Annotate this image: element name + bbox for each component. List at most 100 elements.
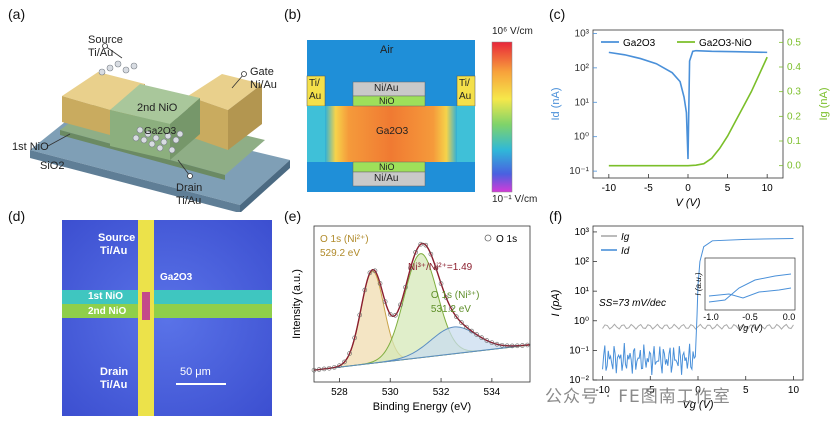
iv-chart: -10 -5 0 5 10 10⁻¹ 10⁰ 10¹ 10² 10³ 0.0 0.1 0.2 0.3 0.4… — [550, 28, 830, 209]
legend-ig: Ig — [621, 232, 630, 243]
legend-id: Id — [621, 246, 630, 257]
y-right-tick-label: 0.0 — [787, 161, 801, 172]
y-left-tick-label: 10⁰ — [574, 132, 589, 143]
y-right-tick-label: 0.4 — [787, 62, 801, 73]
y-tick-label: 10⁻² — [569, 375, 589, 386]
inset-x-tick-label: -1.0 — [703, 312, 719, 322]
field-map — [306, 40, 513, 193]
data-point — [474, 332, 479, 337]
transfer-chart: -10 -5 0 5 10 10⁻² 10⁻¹ 10⁰ 10¹ 10² 10³ Vg (V) I (pA… — [550, 225, 804, 411]
y-right-tick-label: 0.3 — [787, 87, 801, 98]
data-point — [509, 343, 515, 349]
ss-annotation: SS=73 mV/dec — [599, 298, 666, 309]
air-label: Air — [380, 44, 394, 56]
legend-o1s: O 1s — [496, 234, 517, 245]
source-metal-label-d: Ti/Au — [100, 245, 128, 257]
x-tick-label: 528 — [331, 387, 348, 398]
x-tick-label: -10 — [595, 385, 610, 396]
data-point — [514, 343, 520, 349]
ti-right-label: Ti/ — [459, 78, 470, 89]
au-left-label: Au — [309, 91, 322, 102]
panel-c: (c) -10 -5 0 5 10 10⁻¹ 10⁰ 10¹ 10² 10³ 0.0 0.1 0.2 0.… — [545, 0, 837, 212]
data-point — [398, 302, 403, 308]
sio2-label: SiO2 — [40, 160, 65, 172]
data-point — [443, 295, 449, 300]
data-point — [316, 367, 322, 372]
data-point — [408, 265, 413, 271]
gate-label: Gate — [250, 66, 274, 78]
y-left-tick-label: 10⁻¹ — [569, 166, 589, 177]
data-point — [372, 268, 378, 274]
data-point — [332, 365, 337, 370]
y-axis-label: Intensity (a.u.) — [291, 269, 303, 339]
series-ga2o3-line — [608, 49, 768, 160]
optical-micrograph — [62, 220, 272, 416]
x-tick-label: -5 — [646, 385, 655, 396]
inset-x-tick-label: 0.0 — [783, 312, 796, 322]
y-left-tick-label: 10² — [575, 63, 590, 74]
x-axis-label: Binding Energy (eV) — [373, 401, 471, 413]
inset-frame — [704, 257, 796, 311]
data-point — [499, 342, 505, 348]
y-right-axis-label: Ig (nA) — [818, 87, 830, 120]
data-point — [454, 314, 459, 319]
data-point — [504, 343, 510, 349]
data-point — [342, 359, 347, 365]
ga2o3-label: Ga2O3 — [144, 126, 177, 137]
source-label: Source — [88, 34, 123, 46]
ga2o3-label-d: Ga2O3 — [160, 272, 193, 283]
drain-metal-label-d: Ti/Au — [100, 379, 128, 391]
y-left-tick-label: 10³ — [575, 28, 590, 39]
nio-bottom-label: NiO — [379, 162, 395, 172]
ti-left-label: Ti/ — [309, 78, 320, 89]
inset-y-axis-label: I (a.u.) — [694, 272, 703, 295]
watermark: 公众号 · FE图南工作室 — [545, 387, 731, 407]
inset-x-axis-label: Vg (V) — [737, 323, 763, 333]
y-left-tick-label: 10¹ — [575, 97, 590, 108]
panel-c-label: (c) — [549, 6, 566, 22]
panel-b: (b) — [280, 0, 545, 212]
panel-e: (e) 528 530 532 534 Binding Energy (eV) Inten… — [280, 208, 545, 424]
data-point — [352, 335, 357, 341]
series-id-line — [602, 237, 794, 376]
x-tick-label: 532 — [433, 387, 450, 398]
au-right-label: Au — [459, 91, 472, 102]
data-point — [448, 306, 454, 311]
y-tick-label: 10¹ — [575, 286, 590, 297]
drain-label-d: Drain — [100, 366, 129, 378]
data-point — [469, 328, 474, 334]
ratio-label: Ni³⁺/Ni²⁺=1.49 — [408, 262, 473, 273]
colorbar-max-label: 10⁶ V/cm — [492, 26, 533, 37]
legend-ga2o3: Ga2O3 — [623, 38, 656, 49]
data-point — [382, 299, 388, 304]
xps-chart: 528 530 532 534 Binding Energy (eV) Intensity… — [291, 225, 531, 413]
y-tick-label: 10⁻¹ — [569, 345, 589, 356]
y-tick-label: 10³ — [575, 227, 590, 238]
first-nio-label: 1st NiO — [12, 141, 49, 153]
panel-d-label: (d) — [8, 208, 26, 224]
data-point — [423, 242, 429, 248]
data-point — [362, 287, 368, 293]
ni-au-top-label: Ni/Au — [374, 83, 399, 94]
source-label-d: Source — [98, 232, 136, 244]
data-point — [393, 312, 398, 318]
data-point — [418, 241, 424, 247]
data-point — [494, 341, 500, 347]
drain-label: Drain — [176, 182, 203, 194]
panel-f-label: (f) — [549, 208, 563, 224]
data-point — [326, 365, 332, 371]
data-point — [489, 340, 495, 345]
nio-top-label: NiO — [379, 96, 395, 106]
y-right-tick-label: 0.1 — [787, 136, 801, 147]
y-left-axis-label: Id (nA) — [550, 87, 562, 120]
data-point — [428, 251, 434, 257]
panel-a-label: (a) — [8, 6, 26, 22]
legend-ga2o3-nio: Ga2O3-NiO — [699, 38, 752, 49]
series-ga2o3-nio-line — [608, 56, 768, 167]
x-tick-label: -10 — [602, 183, 617, 194]
data-point — [520, 343, 525, 348]
data-point — [484, 338, 490, 343]
panel-e-label: (e) — [284, 208, 302, 224]
data-point — [321, 366, 327, 372]
gate-metal-label: Ni/Au — [250, 79, 277, 91]
